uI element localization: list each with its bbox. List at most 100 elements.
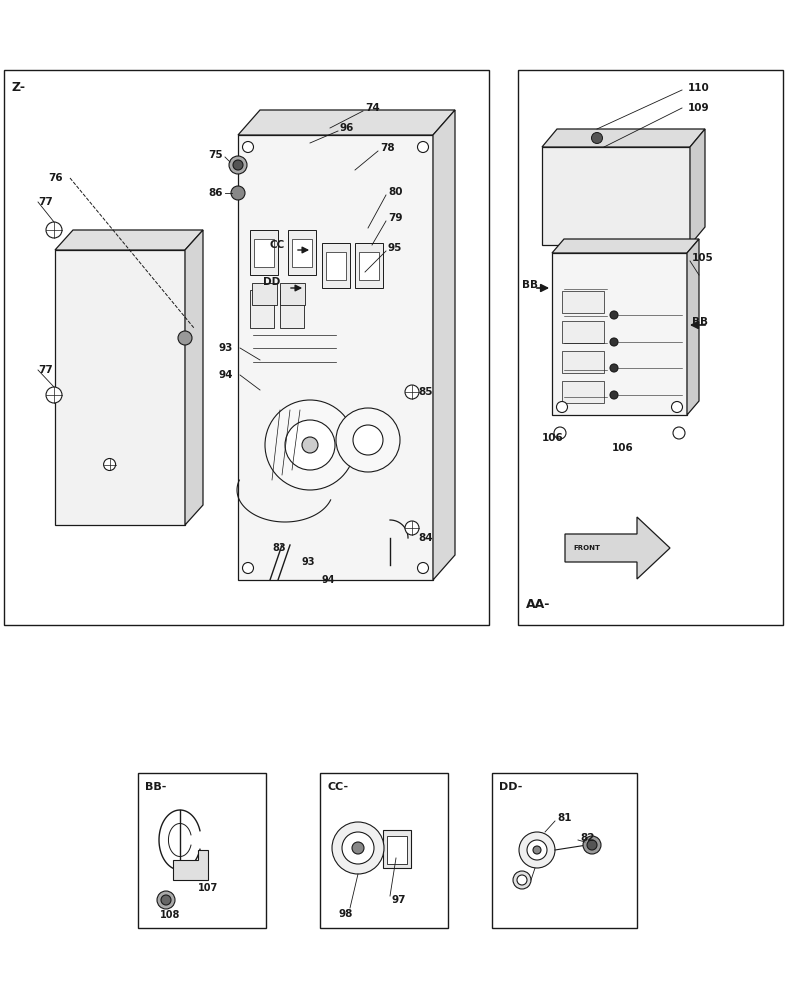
Text: Z-: Z- — [12, 81, 26, 94]
Bar — [4, 70, 489, 625]
Circle shape — [336, 408, 400, 472]
Text: 96: 96 — [340, 123, 354, 133]
Polygon shape — [690, 129, 705, 245]
Circle shape — [554, 427, 566, 439]
Text: 106: 106 — [612, 443, 634, 453]
Bar — [288, 230, 316, 275]
Circle shape — [583, 836, 601, 854]
Text: 84: 84 — [418, 533, 433, 543]
Circle shape — [610, 391, 618, 399]
Text: 74: 74 — [365, 103, 380, 113]
Text: 83: 83 — [272, 543, 286, 553]
Circle shape — [233, 160, 243, 170]
Bar — [280, 290, 304, 328]
Text: 109: 109 — [688, 103, 710, 113]
Bar — [383, 830, 411, 868]
Text: DD: DD — [263, 277, 280, 287]
Text: 82: 82 — [580, 833, 594, 843]
Bar — [280, 283, 305, 305]
Text: 97: 97 — [392, 895, 406, 905]
Text: BB-: BB- — [145, 782, 166, 792]
Text: 94: 94 — [322, 575, 335, 585]
Circle shape — [418, 562, 429, 574]
Polygon shape — [542, 129, 705, 147]
Circle shape — [557, 401, 567, 412]
Circle shape — [242, 562, 254, 574]
Text: 79: 79 — [388, 213, 402, 223]
Text: 77: 77 — [38, 365, 53, 375]
Polygon shape — [55, 230, 203, 250]
Bar — [552, 253, 687, 415]
Text: 93: 93 — [218, 343, 232, 353]
Text: 81: 81 — [557, 813, 571, 823]
Bar — [55, 250, 185, 525]
Bar — [355, 243, 383, 288]
Text: 106: 106 — [542, 433, 564, 443]
Text: AA-: AA- — [526, 598, 550, 611]
Bar — [250, 290, 274, 328]
Circle shape — [342, 832, 374, 864]
Bar — [138, 773, 266, 928]
Bar — [542, 147, 690, 245]
Text: 107: 107 — [198, 883, 218, 893]
Text: 93: 93 — [302, 557, 315, 567]
Text: 108: 108 — [160, 910, 180, 920]
Text: BB: BB — [522, 280, 538, 290]
Circle shape — [332, 822, 384, 874]
Bar — [238, 135, 433, 580]
Text: 75: 75 — [208, 150, 222, 160]
Circle shape — [352, 842, 364, 854]
Bar — [254, 239, 274, 267]
Polygon shape — [185, 230, 203, 525]
Circle shape — [587, 840, 597, 850]
Circle shape — [104, 458, 116, 471]
Text: 94: 94 — [218, 370, 233, 380]
Circle shape — [157, 891, 175, 909]
Text: 78: 78 — [380, 143, 394, 153]
Text: 95: 95 — [388, 243, 402, 253]
Circle shape — [418, 141, 429, 152]
Circle shape — [265, 400, 355, 490]
Text: 105: 105 — [692, 253, 714, 263]
Text: DD-: DD- — [499, 782, 522, 792]
Circle shape — [405, 521, 419, 535]
Circle shape — [513, 871, 531, 889]
Bar — [322, 243, 350, 288]
Bar — [252, 283, 277, 305]
Bar — [250, 230, 278, 275]
Circle shape — [285, 420, 335, 470]
Bar — [320, 773, 448, 928]
Circle shape — [517, 875, 527, 885]
Polygon shape — [565, 517, 670, 579]
Bar — [292, 239, 312, 267]
Circle shape — [405, 385, 419, 399]
Circle shape — [671, 401, 682, 412]
Text: 77: 77 — [38, 197, 53, 207]
Polygon shape — [238, 110, 455, 135]
Text: 110: 110 — [688, 83, 710, 93]
Circle shape — [242, 141, 254, 152]
Text: 76: 76 — [48, 173, 62, 183]
Bar — [562, 291, 604, 313]
Text: 98: 98 — [338, 909, 352, 919]
Circle shape — [229, 156, 247, 174]
Circle shape — [353, 425, 383, 455]
Circle shape — [610, 311, 618, 319]
Text: FRONT: FRONT — [573, 545, 600, 551]
Bar — [492, 773, 637, 928]
Circle shape — [46, 222, 62, 238]
Polygon shape — [552, 239, 699, 253]
Bar — [562, 351, 604, 373]
Bar — [387, 836, 407, 864]
Circle shape — [161, 895, 171, 905]
Circle shape — [533, 846, 541, 854]
Circle shape — [519, 832, 555, 868]
Circle shape — [673, 427, 685, 439]
Bar — [359, 252, 379, 280]
Circle shape — [302, 437, 318, 453]
Circle shape — [610, 364, 618, 372]
Text: CC: CC — [270, 240, 286, 250]
Circle shape — [178, 331, 192, 345]
Text: 86: 86 — [208, 188, 222, 198]
Circle shape — [231, 186, 245, 200]
